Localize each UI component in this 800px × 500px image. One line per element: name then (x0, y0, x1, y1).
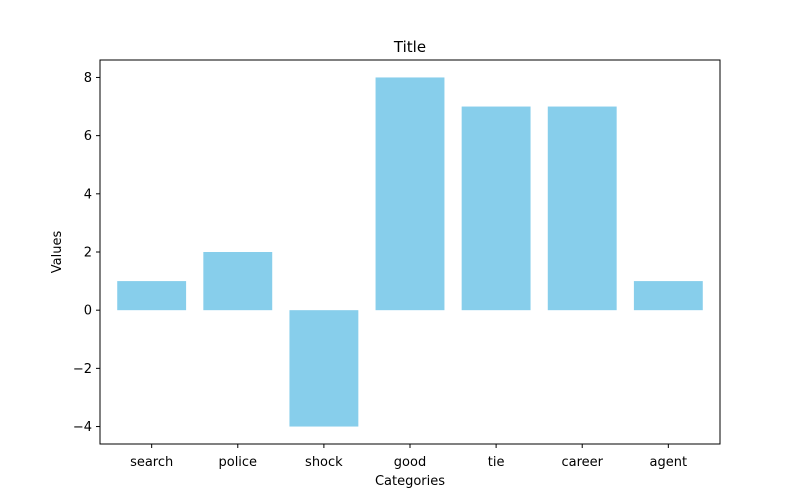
x-tick-label: search (130, 455, 173, 470)
y-axis: −4 −2 0 2 4 6 8 (73, 71, 100, 435)
bar-tie (461, 106, 531, 311)
x-tick-label: shock (305, 455, 343, 470)
bars-group (117, 77, 703, 427)
bar-agent (633, 281, 703, 311)
chart-title: Title (393, 38, 426, 56)
x-tick-label: agent (650, 455, 688, 470)
y-tick-label: 6 (84, 129, 92, 144)
y-tick-label: 8 (84, 71, 92, 86)
bar-career (547, 106, 617, 311)
x-tick-label: good (394, 455, 426, 470)
bar-search (117, 281, 187, 311)
x-tick-label: police (218, 455, 257, 470)
x-tick-label: career (561, 455, 603, 470)
y-tick-label: −4 (73, 420, 92, 435)
y-tick-label: 2 (84, 246, 92, 261)
y-tick-label: −2 (73, 362, 92, 377)
bar-shock (289, 310, 359, 427)
y-tick-label: 4 (84, 187, 92, 202)
x-tick-label: tie (488, 455, 505, 470)
x-axis-label: Categories (375, 474, 445, 489)
bar-good (375, 77, 445, 311)
x-axis: search police shock good tie career agent (130, 444, 687, 470)
y-tick-label: 0 (84, 304, 92, 319)
y-axis-label: Values (50, 231, 65, 274)
bar-police (203, 252, 273, 311)
